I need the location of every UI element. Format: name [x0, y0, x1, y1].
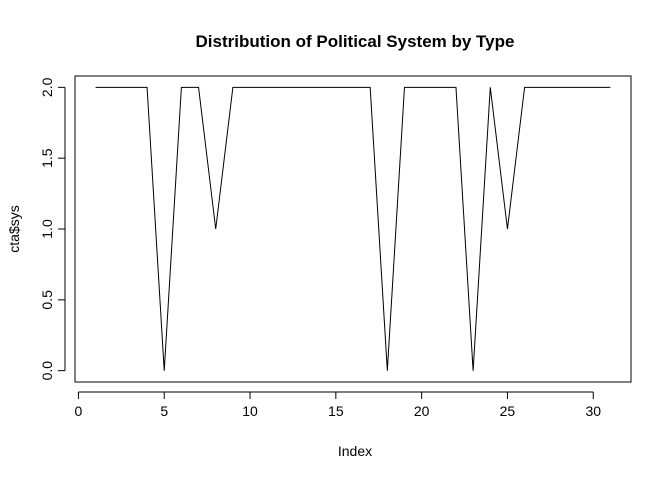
- x-tick-label: 5: [160, 403, 168, 419]
- y-tick-label: 0.0: [39, 361, 55, 381]
- y-axis: 0.0 0.5 1.0 1.5 2.0: [39, 77, 66, 381]
- x-tick-label: 0: [75, 403, 83, 419]
- series-group: [95, 86, 611, 371]
- x-axis: 0 5 10 15 20 25 30: [75, 391, 601, 419]
- y-tick-label: 1.0: [39, 219, 55, 239]
- x-axis-label: Index: [338, 443, 372, 459]
- x-tick-label: 25: [500, 403, 516, 419]
- x-tick-label: 10: [242, 403, 258, 419]
- series-line: [95, 86, 611, 371]
- y-tick-label: 2.0: [39, 77, 55, 97]
- y-tick-label: 0.5: [39, 290, 55, 310]
- x-tick-label: 15: [328, 403, 344, 419]
- x-tick-label: 20: [414, 403, 430, 419]
- y-axis-label: cta$sys: [6, 205, 22, 252]
- y-tick-label: 1.5: [39, 148, 55, 168]
- x-tick-label: 30: [585, 403, 601, 419]
- chart-title: Distribution of Political System by Type: [196, 32, 515, 51]
- plot-frame: [74, 75, 632, 383]
